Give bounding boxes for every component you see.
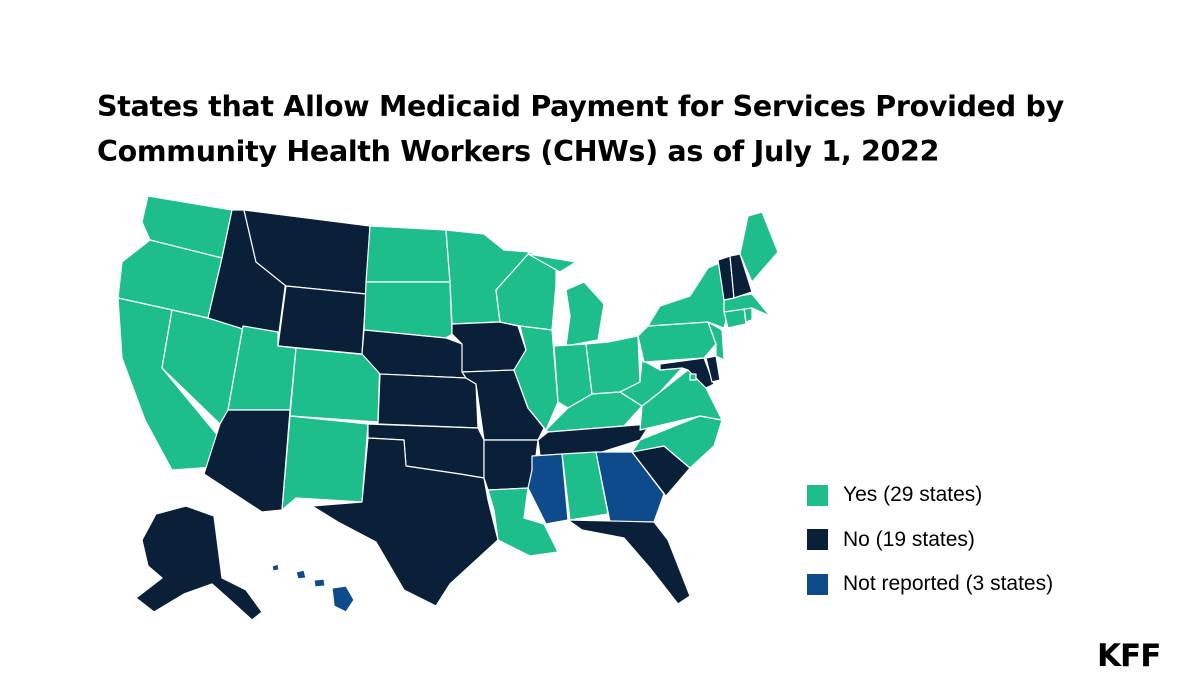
legend-label-yes: Yes (29 states) [843,483,983,507]
legend-swatch-yes [807,484,828,506]
legend: Yes (29 states) No (19 states) Not repor… [807,473,1053,607]
state-IA [451,321,527,373]
state-SD [363,281,453,339]
state-AK [135,505,263,621]
state-MD [659,357,715,389]
state-GA [595,451,665,523]
state-KS [377,373,479,429]
legend-swatch-no [807,529,828,551]
state-OH [585,335,641,395]
map-title: States that Allow Medicaid Payment for S… [97,90,1064,168]
state-TX [311,437,499,607]
state-PA [637,321,717,363]
state-VA [639,369,723,431]
legend-item-not-reported: Not reported (3 states) [807,562,1053,607]
state-ND [365,225,451,283]
state-IL [513,325,559,431]
legend-label-no: No (19 states) [843,527,975,551]
state-FL [567,519,691,605]
state-MI [527,253,605,347]
legend-item-yes: Yes (29 states) [807,473,1053,518]
state-AZ [203,409,291,513]
kff-logo: KFF [1097,638,1161,674]
state-NM [281,415,369,511]
state-NH [729,253,753,299]
state-DC [689,373,697,381]
state-HI [271,563,355,613]
state-LA [487,487,559,557]
state-WY [277,285,367,355]
state-ME [739,211,779,283]
state-DE [705,355,721,383]
legend-label-not-reported: Not reported (3 states) [843,572,1054,596]
state-RI [743,307,753,323]
legend-item-no: No (19 states) [807,518,1053,563]
state-NY [647,261,729,329]
state-NJ [707,321,725,361]
state-MA [723,293,771,317]
state-NE [361,329,467,379]
state-MS [527,453,569,525]
legend-swatch-not-reported [807,573,828,595]
